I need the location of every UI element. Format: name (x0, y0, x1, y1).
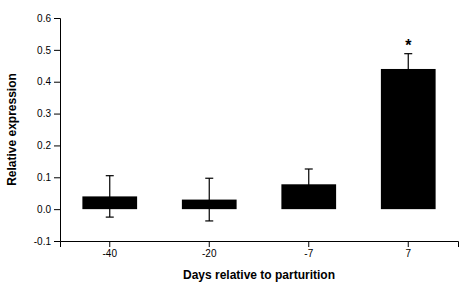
x-tick: -40 (103, 241, 118, 259)
marks (82, 54, 435, 221)
y-axis-title: Relative expression (5, 73, 19, 186)
error-bar-stem (308, 169, 309, 200)
y-tick: -0.1 (34, 236, 60, 247)
x-tick: 7 (405, 241, 411, 259)
chart-container: -0.1 0.0 0.1 0.2 0.3 0.4 0.5 0.6 -40 -20 -7 7 * Days … (0, 0, 474, 287)
y-tick: 0.1 (37, 172, 60, 183)
plot: -0.1 0.0 0.1 0.2 0.3 0.4 0.5 0.6 -40 -20 -7 7 * (34, 13, 459, 259)
y-tick-label: 0.1 (37, 172, 51, 183)
x-tick-label: 7 (405, 248, 411, 259)
x-tick-label: -20 (202, 248, 217, 259)
y-tick: 0.0 (37, 204, 60, 215)
error-bar-cap (404, 84, 412, 85)
error-bar (205, 178, 213, 221)
y-tick-line (54, 145, 60, 146)
x-tick: -7 (304, 241, 313, 259)
y-tick-line (54, 241, 60, 242)
y-axis-line (54, 19, 61, 242)
y-tick-line (54, 177, 60, 178)
x-tick-line (109, 241, 110, 247)
y-tick-label: 0.2 (37, 140, 51, 151)
error-bar-cap (305, 168, 313, 169)
y-tick-line (54, 50, 60, 51)
error-bar-cap (106, 217, 114, 218)
y-tick-label: 0.3 (37, 108, 51, 119)
error-bar-cap (106, 175, 114, 176)
y-tick: 0.6 (37, 13, 60, 24)
y-tick-line (54, 209, 60, 210)
y-tick: 0.4 (37, 76, 60, 87)
y-tick-label: 0.5 (37, 45, 51, 56)
x-tick-label: -7 (304, 248, 313, 259)
x-tick-line (308, 241, 309, 247)
error-bar-cap (205, 178, 213, 179)
error-bar-stem (109, 176, 110, 217)
error-bar-cap (305, 199, 313, 200)
error-bar (106, 176, 114, 217)
y-tick: 0.5 (37, 45, 60, 56)
x-axis-title: Days relative to parturition (183, 268, 335, 282)
chart-svg: -0.1 0.0 0.1 0.2 0.3 0.4 0.5 0.6 -40 -20 -7 7 * Days … (0, 0, 474, 287)
y-tick-label: 0.0 (37, 204, 51, 215)
bar (381, 69, 436, 209)
significance-label: * (405, 37, 412, 54)
y-tick: 0.3 (37, 108, 60, 119)
y-tick-label: 0.4 (37, 76, 51, 87)
x-tick-line (408, 241, 409, 247)
x-tick-label: -40 (103, 248, 118, 259)
y-tick-label: -0.1 (34, 236, 52, 247)
y-tick-line (54, 114, 60, 115)
error-bar (305, 169, 313, 200)
y-tick-line (54, 82, 60, 83)
x-tick-line (209, 241, 210, 247)
error-bar (404, 54, 412, 85)
error-bar-cap (205, 220, 213, 221)
y-tick-label: 0.6 (37, 13, 51, 24)
y-tick: 0.2 (37, 140, 60, 151)
x-axis: -40 -20 -7 7 (61, 241, 459, 259)
x-tick: -20 (202, 241, 217, 259)
y-axis: -0.1 0.0 0.1 0.2 0.3 0.4 0.5 0.6 (34, 13, 61, 247)
error-bar-stem (408, 54, 409, 85)
error-bar-stem (209, 178, 210, 221)
x-axis-line (61, 242, 459, 248)
y-tick-line (54, 18, 60, 19)
